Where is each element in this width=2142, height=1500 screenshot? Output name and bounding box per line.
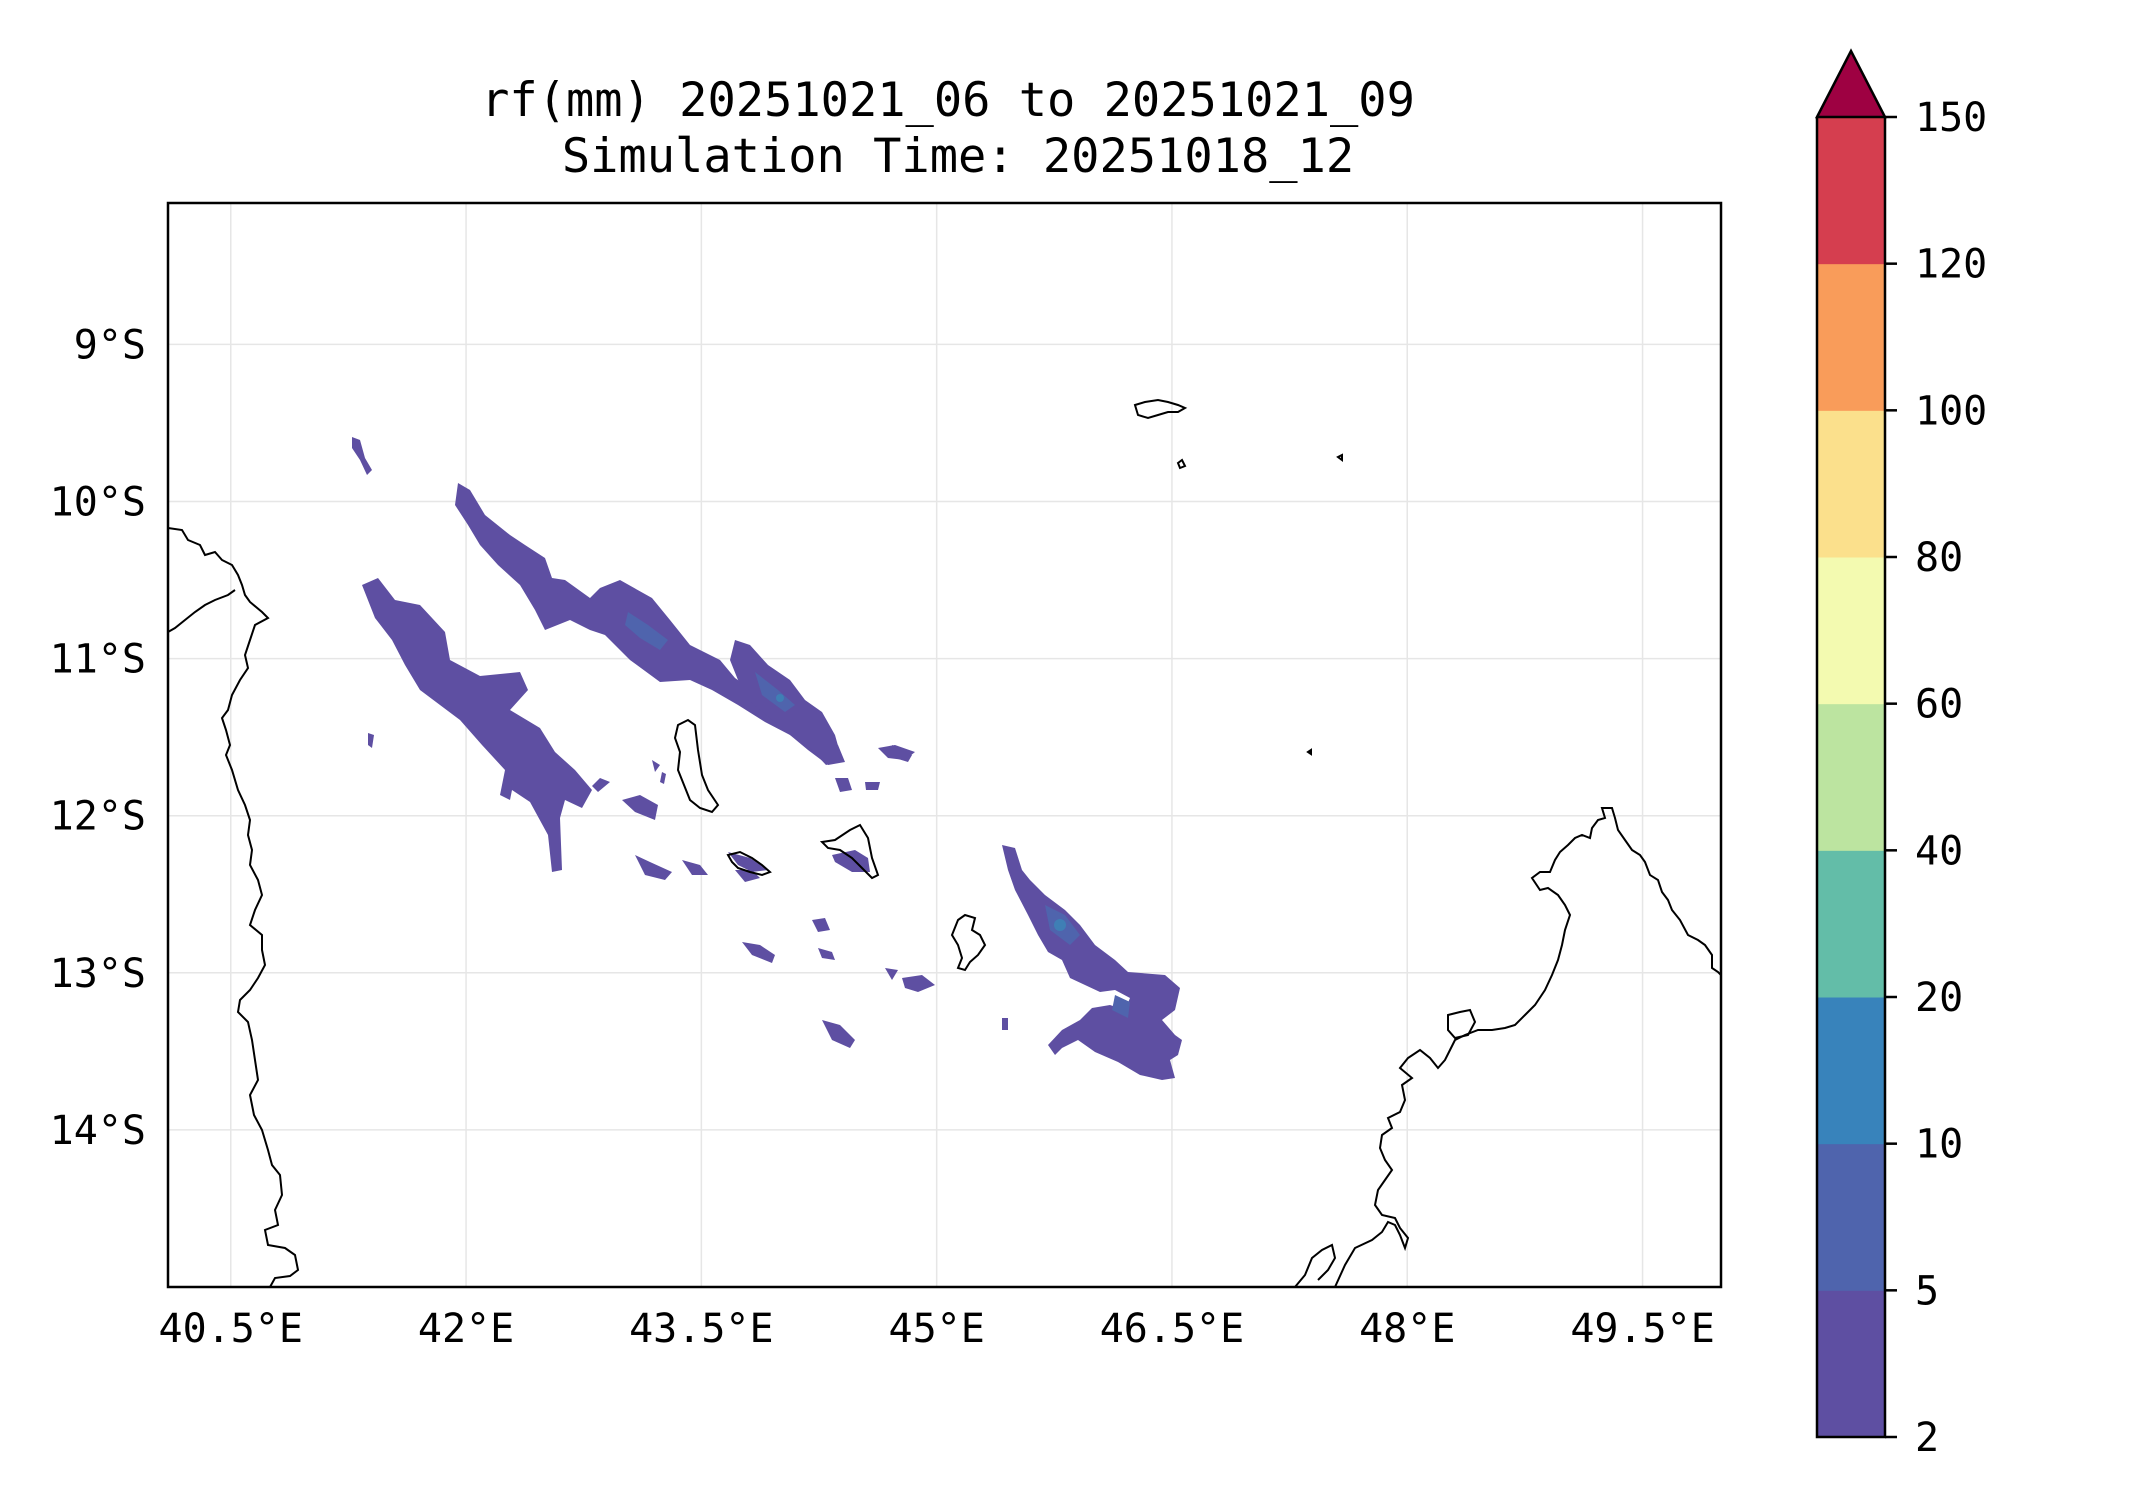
rain-area-islet-5 [728,852,768,872]
colorbar-tick-label: 60 [1915,682,1963,728]
lon-tick-label: 43.5°E [629,1306,774,1352]
coastline-moheli [726,850,772,877]
rain-area-islet-17 [835,778,852,792]
title-line-2: Simulation Time: 20251018_12 [562,129,1354,184]
lon-tick-label: 42°E [418,1306,514,1352]
colorbar-frame [1815,117,1887,1439]
colorbar-bin [1817,117,1885,265]
rain-area-islet-8 [812,918,830,932]
rain-area-islet-1 [622,795,658,820]
coastline-glorieuses [1133,398,1188,420]
colorbar-bin [1817,703,1885,851]
colorbar-tick-label: 120 [1915,242,1987,288]
rain-core-2 [755,672,795,712]
coastline-mayotte [950,913,987,972]
rain-area-islet-18 [865,782,880,790]
coastline-madagascar-islet [1447,1008,1477,1040]
rain-area-islet-6 [878,745,915,760]
colorbar-bin [1817,263,1885,411]
longitude-tick-labels: 40.5°E 42°E 43.5°E 45°E 46.5°E 48°E 49.5°E [158,1306,1714,1352]
rain-area-islet-19 [556,585,562,595]
lon-tick-label: 49.5°E [1570,1306,1715,1352]
rainfall-core-contours [625,612,1130,1018]
colorbar-tick-label: 5 [1915,1268,1939,1314]
rain-area-islet-12 [822,1020,855,1048]
rain-area-islet-3 [682,860,708,875]
latitude-tick-labels: 9°S 10°S 11°S 12°S 13°S 14°S [50,322,146,1154]
colorbar-bin [1817,557,1885,705]
lon-tick-label: 46.5°E [1100,1306,1245,1352]
coastlines [167,398,1722,1288]
rain-area-islet-13 [1002,1018,1008,1030]
coastline-islet-a [1176,458,1187,470]
coastline-africa [167,527,300,1288]
colorbar-extend-arrow [1814,48,1888,119]
rain-peak-2 [776,694,784,702]
colorbar-tick-label: 150 [1915,95,1987,141]
colorbar-tick-label: 20 [1915,975,1963,1021]
lon-tick-label: 40.5°E [158,1306,303,1352]
lon-tick-label: 45°E [888,1306,984,1352]
lat-tick-label: 11°S [50,637,146,683]
rain-area-islet-2 [635,855,672,880]
colorbar-bin [1817,1143,1885,1291]
lon-tick-label: 48°E [1359,1306,1455,1352]
rain-area-islet-7 [742,942,775,963]
rain-area-islet-20 [368,733,374,748]
lat-tick-label: 13°S [50,951,146,997]
colorbar-bin [1817,850,1885,998]
colorbar-tick-label: 2 [1915,1415,1939,1461]
colorbar-tick-label: 100 [1915,388,1987,434]
rain-area-islet-11 [902,975,935,992]
rain-area-islet-16 [652,760,660,772]
coastline-grande-comore [673,718,720,814]
colorbar-bin [1817,410,1885,558]
lat-tick-label: 14°S [50,1108,146,1154]
map-panel: 40.5°E 42°E 43.5°E 45°E 46.5°E 48°E 49.5°E 9°S… [50,201,1723,1352]
map-frame [166,201,1723,1289]
colorbar: 2 5 10 20 40 60 80 100 120 150 [1814,48,1987,1461]
colorbar-bin [1817,997,1885,1145]
title-line-1: rf(mm) 20251021_06 to 20251021_09 [481,73,1415,128]
colorbar-tick-label: 40 [1915,828,1963,874]
coastline-islet-c [1306,748,1312,756]
lat-tick-label: 10°S [50,479,146,525]
rain-area-south-east-band [1002,845,1182,1080]
rain-core-4 [1112,995,1130,1018]
coastline-islet-b [1336,453,1343,462]
rain-area-west-band [362,578,592,872]
rain-core-1 [625,612,668,650]
lat-tick-label: 9°S [74,322,146,368]
colorbar-bin [1817,1290,1885,1438]
map-background [168,203,1721,1287]
rain-area-islet-14 [592,778,610,792]
lat-tick-label: 12°S [50,794,146,840]
colorbar-tick-label: 10 [1915,1122,1963,1168]
gridlines [168,203,1721,1287]
coastline-anjouan [819,823,880,880]
rain-area-islet-9 [818,948,835,960]
rain-area-islet-10 [885,968,898,980]
rain-peak-1 [1054,919,1066,931]
rain-area-islet-15 [660,772,666,784]
rain-area-nw-streak [352,437,372,475]
colorbar-tick-label: 80 [1915,535,1963,581]
coastline-madagascar [1294,807,1722,1288]
